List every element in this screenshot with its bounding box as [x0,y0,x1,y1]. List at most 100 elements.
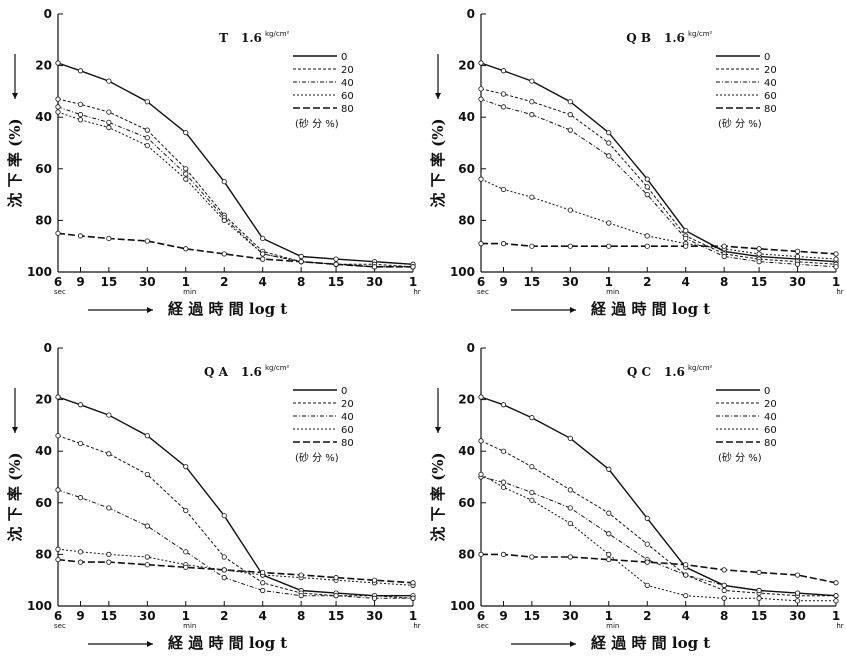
data-point [606,556,612,563]
data-point [644,515,650,521]
data-point [478,176,484,182]
y-arrowhead [435,93,441,99]
data-point [77,440,84,447]
legend-entry: 0 [341,386,347,397]
y-tick-label: 0 [44,7,52,21]
data-point [55,546,61,552]
legend-entry: 20 [341,399,354,410]
x-arrowhead [147,307,153,313]
data-point [77,559,84,565]
y-tick-label: 100 [450,599,475,613]
x-axis-label: 経 過 時 間 log t [168,300,287,318]
legend-entry: 40 [341,412,354,423]
x-axis-label: 経 過 時 間 log t [591,634,710,652]
data-point [606,531,612,537]
y-tick-label: 40 [458,444,475,458]
y-tick-label: 20 [35,393,52,407]
data-point [298,593,304,599]
data-point [606,153,612,159]
x-tick-label: 2 [220,275,228,289]
data-point [106,551,112,557]
x-tick-label: 1 [832,275,840,289]
chart-title: T [219,31,228,45]
legend-entry: 40 [764,78,777,89]
x-tick-label: 1 [182,609,190,623]
data-point [77,495,84,501]
data-point [183,464,189,470]
data-point [55,433,61,439]
chart-title: Q B [626,31,651,45]
y-tick-label: 20 [458,393,475,407]
legend-entry: 60 [341,425,354,436]
x-tick-label: 30 [789,609,806,623]
series-line-0 [480,396,837,597]
data-point [55,394,61,400]
pressure-unit: kg/cm² [688,30,713,38]
data-point [478,86,484,92]
data-point [77,117,84,123]
data-point [794,572,801,578]
data-point [721,243,727,249]
series-line-0 [480,62,837,263]
y-tick-label: 100 [450,265,475,279]
data-point [500,241,507,247]
data-point [144,523,150,529]
data-point [721,595,727,601]
data-point [500,484,507,490]
data-point [756,569,762,576]
data-point [221,251,227,257]
data-point [683,228,689,234]
series-line-20 [480,88,837,265]
data-point [567,435,573,441]
data-point [260,587,266,594]
data-point [683,572,689,578]
y-tick-label: 80 [35,213,52,227]
pressure-value: 1.6 [241,31,262,45]
x-unit-label: min [606,288,619,296]
legend-entry: 60 [764,91,777,102]
series-line-20 [57,98,414,268]
x-tick-label: 9 [499,275,507,289]
x-tick-label: 15 [523,275,540,289]
data-point [144,127,150,133]
x-unit-label: min [606,622,619,630]
x-unit-label: min [183,288,196,296]
x-tick-label: 30 [562,609,579,623]
data-point [529,489,535,496]
data-point [221,575,227,581]
chart-panel-qb: 0 20 40 60 80 100 6 9 15 30 1 2 4 8 15 30 1 sec min hr 経 過 時… [423,0,846,334]
data-point [478,471,484,478]
x-tick-label: 30 [789,275,806,289]
legend-entry: 0 [764,386,770,397]
data-point [106,109,112,115]
data-point [221,217,227,223]
data-point [567,520,573,527]
data-point [144,135,150,141]
x-tick-label: 6 [477,275,485,289]
x-tick-label: 1 [832,609,840,623]
x-unit-label: hr [836,622,843,630]
x-tick-label: 2 [643,609,651,623]
x-tick-label: 30 [139,275,156,289]
series-line-60 [480,178,837,260]
data-point [833,264,839,270]
data-point [106,78,112,84]
y-tick-label: 60 [35,162,52,176]
data-point [221,554,227,560]
data-point [144,562,150,568]
data-point [567,243,573,249]
series-line-80 [481,242,837,255]
data-point [500,104,507,110]
y-tick-label: 80 [458,547,475,561]
data-point [333,575,339,581]
data-point [606,243,612,249]
x-unit-label: sec [477,622,489,630]
x-unit-label: sec [54,622,66,630]
x-tick-label: 6 [54,275,62,289]
data-point [333,261,339,267]
data-point [77,402,84,408]
x-tick-label: 15 [100,275,117,289]
data-point [529,112,535,118]
series-line-80 [481,553,837,584]
y-axis-label: 沈 下 率 (%) [6,452,24,541]
